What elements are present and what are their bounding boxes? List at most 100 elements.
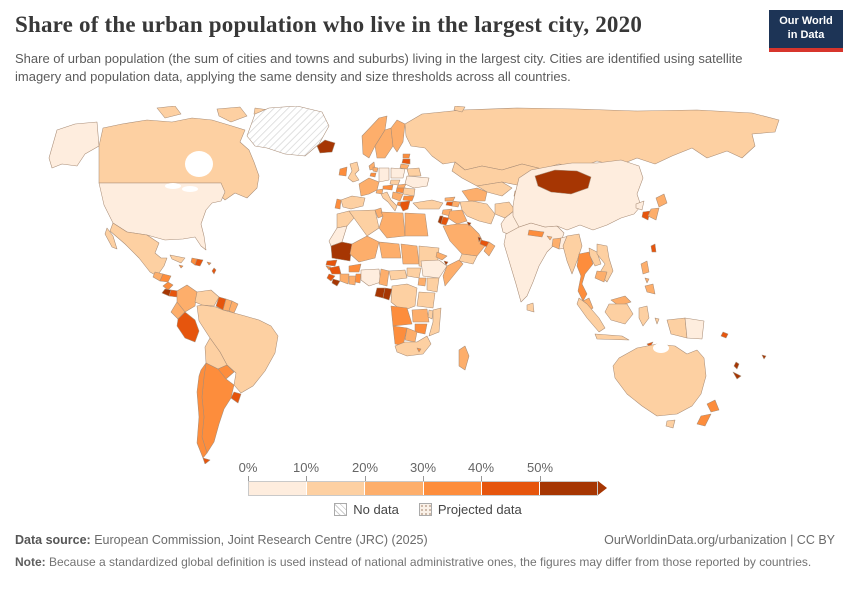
country-mexico-baja[interactable] xyxy=(104,227,118,250)
country-mauritania[interactable] xyxy=(330,241,353,262)
country-solomon-islands[interactable] xyxy=(720,331,729,339)
legend-segment-0-10[interactable] xyxy=(249,482,308,495)
country-vanuatu[interactable] xyxy=(733,361,740,370)
country-spain[interactable] xyxy=(340,195,366,210)
country-kuwait[interactable] xyxy=(466,221,472,227)
country-tierra-del-fuego[interactable] xyxy=(202,457,211,464)
country-belgium[interactable] xyxy=(369,172,377,178)
country-new-caledonia[interactable] xyxy=(732,371,742,380)
country-eritrea[interactable] xyxy=(435,251,448,261)
country-philippines[interactable] xyxy=(644,283,656,295)
country-svalbard[interactable] xyxy=(453,106,466,113)
legend-segment-50plus[interactable] xyxy=(539,482,598,495)
country-kenya[interactable] xyxy=(426,277,440,293)
country-bulgaria[interactable] xyxy=(402,195,415,202)
country-egypt[interactable] xyxy=(404,212,429,237)
country-belarus[interactable] xyxy=(406,167,422,177)
country-czechia[interactable] xyxy=(389,179,401,186)
country-mozambique[interactable] xyxy=(428,307,442,337)
country-japan[interactable] xyxy=(655,193,668,208)
country-java[interactable] xyxy=(594,333,630,341)
country-australia[interactable] xyxy=(612,343,707,417)
country-azerbaijan[interactable] xyxy=(451,200,461,208)
country-uruguay[interactable] xyxy=(230,391,242,404)
country-alaska[interactable] xyxy=(48,121,100,169)
country-angola[interactable] xyxy=(390,305,413,327)
country-maluku[interactable] xyxy=(654,317,660,325)
country-lithuania[interactable] xyxy=(399,163,410,170)
country-bhutan[interactable] xyxy=(546,235,553,241)
country-liberia[interactable] xyxy=(331,278,341,287)
country-sumatra[interactable] xyxy=(576,297,606,333)
country-chad[interactable] xyxy=(400,243,420,265)
country-fiji[interactable] xyxy=(761,354,767,360)
country-ireland[interactable] xyxy=(338,166,348,177)
country-chile[interactable] xyxy=(196,362,208,459)
country-mali[interactable] xyxy=(349,235,380,263)
country-italy[interactable] xyxy=(380,191,398,212)
country-new-zealand[interactable] xyxy=(706,399,720,413)
country-libya[interactable] xyxy=(378,211,406,239)
country-lesser-antilles[interactable] xyxy=(211,267,217,275)
country-djibouti[interactable] xyxy=(443,260,449,266)
projected-data-key[interactable]: Projected data xyxy=(418,502,522,517)
country-drc[interactable] xyxy=(390,283,418,312)
country-poland[interactable] xyxy=(390,167,406,179)
country-lesotho[interactable] xyxy=(416,347,422,353)
country-estonia[interactable] xyxy=(402,153,411,159)
country-taiwan[interactable] xyxy=(650,243,657,253)
country-france[interactable] xyxy=(358,177,380,197)
country-philippines[interactable] xyxy=(640,260,650,275)
country-ukraine[interactable] xyxy=(404,175,430,189)
country-peru[interactable] xyxy=(176,311,200,343)
country-ghana[interactable] xyxy=(348,275,357,286)
country-ivory-coast[interactable] xyxy=(339,273,350,285)
owid-logo[interactable]: Our World in Data xyxy=(769,10,843,52)
country-madagascar[interactable] xyxy=(458,345,470,371)
country-tanzania[interactable] xyxy=(416,291,436,309)
country-uzbekistan[interactable] xyxy=(476,181,513,197)
country-jordan[interactable] xyxy=(440,216,450,226)
country-nicaragua[interactable] xyxy=(162,281,174,291)
country-yemen[interactable] xyxy=(458,253,478,265)
country-central-african-republic[interactable] xyxy=(388,269,408,281)
country-nigeria[interactable] xyxy=(360,268,382,287)
country-nepal[interactable] xyxy=(527,229,545,238)
country-burkina-faso[interactable] xyxy=(348,263,362,273)
country-arctic-island[interactable] xyxy=(216,106,248,123)
country-south-sudan[interactable] xyxy=(406,267,422,279)
country-tasmania[interactable] xyxy=(665,419,676,429)
country-china[interactable] xyxy=(512,159,644,231)
country-south-korea[interactable] xyxy=(641,210,651,221)
country-united-states[interactable] xyxy=(98,182,226,251)
country-thailand[interactable] xyxy=(576,251,594,302)
country-romania[interactable] xyxy=(402,187,416,197)
country-laos[interactable] xyxy=(588,247,602,267)
no-data-key[interactable]: No data xyxy=(334,502,399,517)
country-zimbabwe[interactable] xyxy=(414,323,428,335)
country-puerto-rico[interactable] xyxy=(206,261,212,266)
footer-link[interactable]: OurWorldinData.org/urbanization | CC BY xyxy=(604,533,835,547)
country-uganda[interactable] xyxy=(417,277,427,287)
country-south-africa[interactable] xyxy=(394,335,432,357)
country-niger[interactable] xyxy=(378,241,402,259)
country-mexico[interactable] xyxy=(109,222,168,277)
country-japan[interactable] xyxy=(647,207,660,221)
country-latvia[interactable] xyxy=(401,158,411,165)
country-zambia[interactable] xyxy=(411,308,430,323)
country-malawi[interactable] xyxy=(427,309,434,320)
country-turkmenistan[interactable] xyxy=(461,187,488,202)
country-arctic-island[interactable] xyxy=(156,106,182,119)
country-senegal[interactable] xyxy=(325,259,338,267)
country-philippines[interactable] xyxy=(644,277,650,284)
country-jamaica[interactable] xyxy=(178,264,184,269)
legend-segment-10-20[interactable] xyxy=(307,482,366,495)
country-venezuela[interactable] xyxy=(194,289,220,307)
country-turkey[interactable] xyxy=(412,199,444,210)
country-cameroon[interactable] xyxy=(378,268,390,287)
country-iraq[interactable] xyxy=(447,209,468,225)
country-sierra-leone[interactable] xyxy=(326,273,336,282)
country-russia[interactable] xyxy=(404,107,780,171)
country-kalimantan[interactable] xyxy=(604,303,634,325)
legend-segment-30-40[interactable] xyxy=(423,482,482,495)
